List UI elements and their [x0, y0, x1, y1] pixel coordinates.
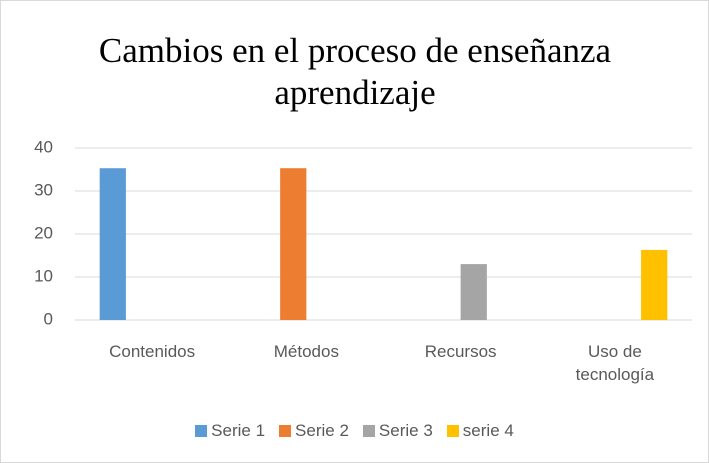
legend-label: Serie 2 — [295, 421, 349, 440]
legend-item: Serie 3 — [362, 421, 433, 441]
legend-swatch — [362, 425, 375, 437]
bar — [280, 168, 307, 320]
legend-swatch — [446, 425, 459, 437]
legend-label: serie 4 — [462, 421, 514, 440]
legend-swatch — [279, 425, 292, 437]
bar — [99, 168, 126, 320]
x-tick-label: Uso de tecnología — [575, 342, 655, 384]
y-tick-label: 40 — [34, 137, 53, 156]
y-tick-label: 20 — [34, 223, 53, 242]
legend-label: Serie 1 — [211, 421, 266, 440]
legend-label: Serie 3 — [378, 421, 433, 440]
y-tick-label: 30 — [34, 180, 53, 199]
chart-title: Cambios en el proceso de enseñanza apren… — [98, 31, 612, 112]
y-tick-label: 0 — [44, 309, 53, 328]
legend-swatch — [195, 425, 208, 437]
legend-item: Serie 2 — [279, 421, 349, 441]
x-tick-label: Recursos — [424, 342, 497, 361]
legend: Serie 1 Serie 2 Serie 3 serie 4 — [0, 421, 709, 441]
legend-item: Serie 1 — [195, 421, 265, 441]
y-tick-label: 10 — [34, 266, 53, 285]
bar — [460, 264, 487, 320]
x-tick-label: Contenidos — [109, 342, 196, 361]
bar — [641, 249, 668, 320]
x-tick-label: Métodos — [273, 342, 339, 361]
legend-item: serie 4 — [446, 421, 514, 441]
